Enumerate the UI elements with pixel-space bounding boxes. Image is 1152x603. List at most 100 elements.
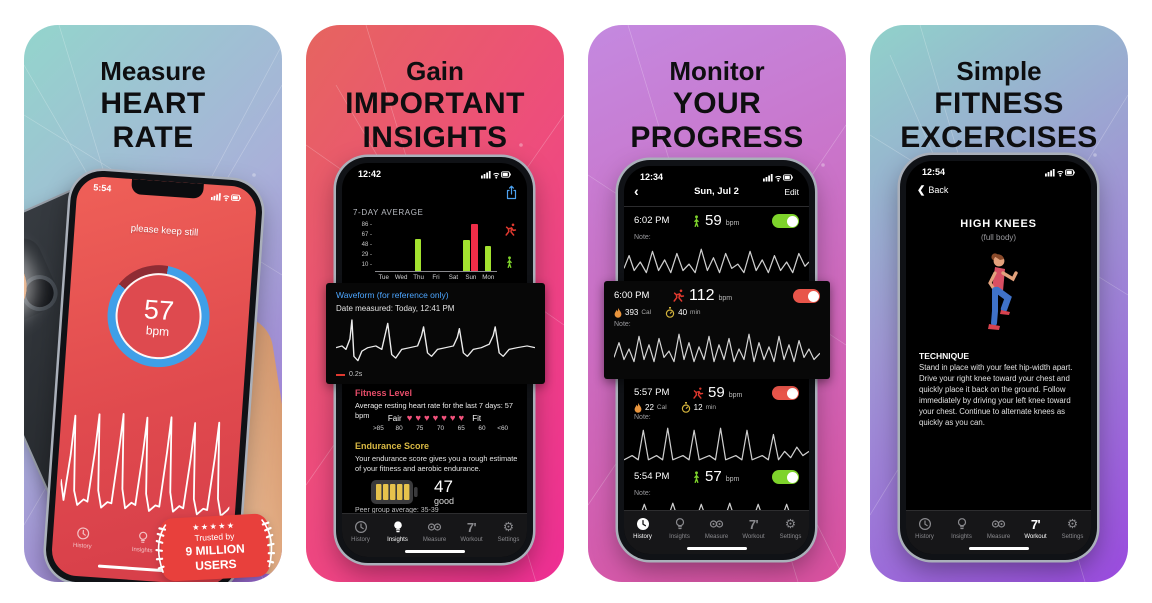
chart-bar (414, 239, 422, 271)
insights-icon (955, 517, 969, 531)
history-entry: 6:00 PM 112 bpm (614, 287, 820, 305)
bpm-unit: bpm (725, 220, 740, 227)
tab-settings[interactable]: ⚙ Settings (490, 520, 527, 557)
status-bar: 12:34 (624, 170, 809, 184)
endurance-score-heading: Endurance Score (355, 441, 430, 451)
tab-measure[interactable]: Measure (980, 517, 1017, 554)
chart-bar (463, 240, 470, 271)
trusted-users-badge: ★★★★★ Trusted by 9 MILLION USERS (155, 513, 276, 582)
edit-button[interactable]: Edit (784, 187, 799, 197)
tab-measure[interactable]: Measure (698, 517, 735, 554)
person-icon (505, 255, 514, 273)
tab-label: Insights (669, 533, 690, 540)
note-label: Note: (634, 490, 651, 497)
back-button[interactable]: ❮ Back (917, 185, 948, 196)
measure-icon (708, 517, 725, 531)
history-icon (918, 517, 932, 531)
tab-settings[interactable]: ⚙ Settings (772, 517, 809, 554)
tab-insights[interactable]: Insights (943, 517, 980, 554)
title-line: INSIGHTS (362, 120, 508, 154)
peer-average-clipped-text: Peer group average: 35-39 (355, 507, 439, 514)
tab-label: Insights (951, 533, 972, 540)
tab-measure[interactable]: Measure (416, 520, 453, 557)
endurance-score-value: 47 (434, 477, 453, 496)
divider (624, 206, 809, 207)
chart-plot (375, 221, 497, 272)
chart-bar (484, 245, 492, 271)
scale-label: 0.2s (349, 371, 363, 378)
waveform-scale: 0.2s (336, 371, 535, 378)
title-line: Measure (100, 56, 206, 86)
title-line: Simple (956, 56, 1042, 86)
panel-title: Monitor YOUR PROGRESS (588, 56, 846, 155)
chart-heading: 7-DAY AVERAGE (353, 208, 424, 217)
tab-label: Settings (1061, 533, 1084, 540)
tab-label: History (351, 536, 370, 543)
tab-label: Settings (497, 536, 520, 543)
ecg-waveform (335, 319, 536, 362)
note-label: Note: (634, 234, 651, 241)
bpm-value: 57 (142, 293, 176, 326)
title-line: FITNESS (934, 86, 1064, 120)
entry-toggle[interactable] (772, 214, 799, 228)
scale-tick-icon (336, 373, 345, 376)
duration-unit: min (690, 309, 701, 316)
tab-history[interactable]: History (342, 520, 379, 557)
scale-right-label: Fit (472, 414, 482, 423)
entry-waveform (613, 333, 821, 363)
fitness-hearts-scale: Fair ♥♥♥♥♥♥♥ Fit (342, 413, 527, 424)
exercise-entry-card: 6:00 PM 112 bpm 393 Cal 40 min Note: (604, 281, 830, 379)
tab-label: Measure (422, 536, 447, 543)
scale-value: <60 (497, 425, 509, 432)
tab-settings[interactable]: ⚙ Settings (1054, 517, 1091, 554)
heart-rate-gauge: 57 bpm (104, 261, 213, 371)
status-bar: 12:42 (342, 167, 527, 181)
entry-toggle[interactable] (772, 386, 799, 400)
flame-icon (614, 307, 622, 318)
entry-time: 5:54 PM (634, 471, 670, 482)
tab-label: History (915, 533, 934, 540)
history-entry: 5:54 PM 57 bpm (634, 468, 799, 486)
bpm-unit: bpm (718, 295, 733, 302)
tab-history[interactable]: History (624, 517, 661, 554)
person-icon (692, 214, 701, 232)
pulse-waveform (59, 413, 231, 517)
title-line: EXCERCISES (900, 120, 1098, 154)
seven-day-chart: 86 -67 -48 -29 -10 - Tue Wed Thu Fri Sat Sun M… (352, 221, 502, 289)
battery-icon (371, 480, 418, 504)
workout-icon: 7' (1030, 516, 1041, 532)
back-chevron-icon[interactable]: ‹ (634, 183, 639, 199)
back-chevron-icon: ❮ (917, 185, 926, 196)
entry-toggle[interactable] (793, 289, 820, 303)
entry-time: 6:02 PM (634, 215, 670, 226)
chart-yticks: 86 -67 -48 -29 -10 - (361, 222, 372, 269)
scale-value: >85 (372, 425, 384, 432)
status-time: 12:42 (358, 169, 382, 179)
exercise-name: HIGH KNEES (960, 218, 1037, 230)
tab-history[interactable]: History (906, 517, 943, 554)
tab-workout[interactable]: 7' Workout (453, 520, 490, 557)
technique-heading: TECHNIQUE (919, 351, 970, 361)
tab-history[interactable]: History (52, 524, 114, 556)
title-line: IMPORTANT (345, 86, 525, 120)
note-label: Note: (634, 414, 651, 421)
status-icons (210, 192, 242, 201)
insights-icon (136, 530, 151, 545)
keep-still-message: please keep still (130, 223, 199, 239)
title-line: Gain (406, 56, 464, 86)
panel-fitness-exercises: Simple FITNESS EXCERCISES 12:54 ❮ Back HI… (870, 25, 1128, 582)
status-time: 12:54 (922, 167, 946, 177)
entry-waveform (624, 427, 809, 461)
tab-insights[interactable]: Insights (112, 529, 174, 561)
duration-unit: min (705, 404, 717, 411)
tab-workout[interactable]: 7' Workout (1017, 517, 1054, 554)
fitness-level-description: Average resting heart rate for the last … (355, 401, 514, 420)
tab-insights[interactable]: Insights (379, 520, 416, 557)
tab-insights[interactable]: Insights (661, 517, 698, 554)
tab-workout[interactable]: 7' Workout (735, 517, 772, 554)
tab-label: Settings (779, 533, 802, 540)
share-icon[interactable] (505, 185, 518, 205)
entry-toggle[interactable] (772, 470, 799, 484)
panel-monitor-progress: Monitor YOUR PROGRESS 12:34 ‹ Sun, Jul 2… (588, 25, 846, 582)
